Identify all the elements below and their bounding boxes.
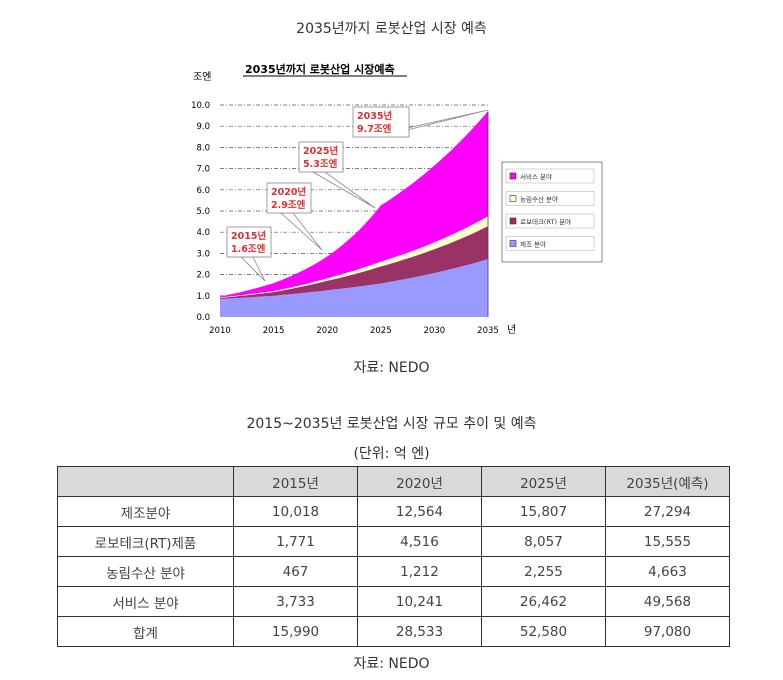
header-cell: 2015년 bbox=[233, 466, 359, 497]
y-axis-unit: 조엔 bbox=[193, 71, 211, 83]
chart-source: 자료: NEDO bbox=[353, 360, 430, 376]
callout-box bbox=[298, 141, 344, 173]
x-tick-label: 2030 bbox=[424, 326, 446, 336]
legend-item-box bbox=[505, 168, 595, 184]
legend-label: 농림수산 분야 bbox=[520, 195, 558, 204]
area-series bbox=[220, 259, 488, 317]
y-tick-label: 9.0 bbox=[196, 122, 210, 132]
table-unit: (단위: 억 엔) bbox=[353, 446, 430, 462]
legend-item-box bbox=[505, 191, 595, 206]
callout-value: 1.6조엔 bbox=[231, 243, 266, 255]
y-tick-label: 8.0 bbox=[196, 143, 210, 153]
table-cell: 10,241 bbox=[357, 586, 482, 617]
legend-swatch bbox=[509, 195, 517, 202]
legend-swatch bbox=[509, 217, 517, 225]
legend-label: 제조 분야 bbox=[520, 240, 546, 249]
callout-box bbox=[226, 226, 272, 258]
table-cell: 52,580 bbox=[481, 616, 606, 647]
y-tick-label: 6.0 bbox=[196, 186, 210, 196]
legend-item-box bbox=[505, 236, 595, 251]
table-cell: 3,733 bbox=[233, 586, 359, 617]
x-tick-label: 2015 bbox=[263, 326, 285, 336]
table-cell: 49,568 bbox=[604, 586, 731, 617]
area-series bbox=[220, 111, 488, 298]
callout-pointer bbox=[279, 212, 323, 251]
table-title: 2015~2035년 로봇산업 시장 규모 추이 및 예측 bbox=[246, 416, 537, 432]
y-tick-label: 4.0 bbox=[196, 228, 210, 238]
x-tick-label: 2035 bbox=[477, 326, 499, 336]
table-cell: 10,018 bbox=[233, 496, 359, 527]
row-label: 로보테크(RT)제품 bbox=[56, 526, 235, 557]
callout-pointer bbox=[240, 256, 266, 282]
row-label: 합계 bbox=[56, 616, 235, 647]
table-source: 자료: NEDO bbox=[353, 656, 430, 672]
x-tick-label: 2010 bbox=[209, 326, 231, 336]
legend-item-box bbox=[505, 213, 595, 229]
y-tick-label: 1.0 bbox=[196, 292, 210, 302]
row-label: 서비스 분야 bbox=[56, 586, 235, 617]
legend-label: 서비스 분야 bbox=[520, 172, 552, 181]
header-cell: 2035년(예측) bbox=[604, 466, 731, 497]
header-cell: 2020년 bbox=[357, 466, 482, 497]
callout-box bbox=[352, 106, 410, 138]
chart-title: 2035년까지 로봇산업 시장예측 bbox=[245, 62, 395, 76]
table-cell: 15,990 bbox=[233, 616, 359, 647]
legend-label: 로보테크(RT) 분야 bbox=[520, 217, 571, 226]
callout-value: 2.9조엔 bbox=[271, 199, 306, 211]
y-tick-label: 5.0 bbox=[196, 207, 210, 217]
y-tick-label: 7.0 bbox=[196, 165, 210, 175]
market-forecast-chart: 2035년까지 로봇산업 시장예측 조엔 년 0.0 1.0 2.0 3.0 4.0 5.… bbox=[191, 62, 603, 336]
y-tick-label: 10.0 bbox=[191, 101, 210, 111]
callout-year: 2015년 bbox=[231, 230, 266, 242]
y-tick-label: 2.0 bbox=[196, 271, 210, 281]
row-label: 제조분야 bbox=[56, 496, 235, 527]
header-cell bbox=[56, 466, 235, 497]
legend-swatch bbox=[509, 240, 517, 247]
page-title: 2035년까지 로봇산업 시장 예측 bbox=[296, 21, 487, 37]
table-row: 합계 15,990 28,533 52,580 97,080 bbox=[56, 616, 731, 647]
callout-year: 2035년 bbox=[357, 110, 392, 122]
table-cell: 8,057 bbox=[481, 526, 606, 557]
area-series bbox=[220, 226, 488, 299]
row-label: 농림수산 분야 bbox=[56, 556, 235, 587]
callout-box bbox=[266, 182, 312, 214]
x-tick-label: 2025 bbox=[370, 326, 392, 336]
x-axis-unit: 년 bbox=[507, 324, 516, 336]
table-cell: 15,807 bbox=[481, 496, 606, 527]
table-cell: 12,564 bbox=[357, 496, 482, 527]
table-row: 서비스 분야 3,733 10,241 26,462 49,568 bbox=[56, 586, 731, 617]
callout-year: 2025년 bbox=[303, 145, 338, 157]
table-cell: 4,663 bbox=[604, 556, 731, 587]
y-tick-label: 3.0 bbox=[196, 249, 210, 259]
market-size-table: 2015년 2020년 2025년 2035년(예측) 제조분야 10,018 … bbox=[56, 466, 731, 647]
table-cell: 26,462 bbox=[481, 586, 606, 617]
header-cell: 2025년 bbox=[481, 466, 606, 497]
table-header-row: 2015년 2020년 2025년 2035년(예측) bbox=[56, 466, 731, 497]
table-row: 로보테크(RT)제품 1,771 4,516 8,057 15,555 bbox=[56, 526, 731, 557]
x-tick-label: 2020 bbox=[316, 326, 338, 336]
table-row: 제조분야 10,018 12,564 15,807 27,294 bbox=[56, 496, 731, 527]
table-cell: 4,516 bbox=[357, 526, 482, 557]
callout-year: 2020년 bbox=[271, 186, 306, 198]
table-cell: 467 bbox=[233, 556, 359, 587]
y-tick-label: 0.0 bbox=[196, 313, 210, 323]
callout-value: 5.3조엔 bbox=[303, 158, 338, 170]
table-cell: 15,555 bbox=[604, 526, 731, 557]
legend-swatch bbox=[509, 172, 517, 180]
table-cell: 2,255 bbox=[481, 556, 606, 587]
table-cell: 1,212 bbox=[357, 556, 482, 587]
table-cell: 1,771 bbox=[233, 526, 359, 557]
table-cell: 28,533 bbox=[357, 616, 482, 647]
table-cell: 97,080 bbox=[604, 616, 731, 647]
table-row: 농림수산 분야 467 1,212 2,255 4,663 bbox=[56, 556, 731, 587]
table-cell: 27,294 bbox=[604, 496, 731, 527]
callout-value: 9.7조엔 bbox=[357, 123, 392, 135]
